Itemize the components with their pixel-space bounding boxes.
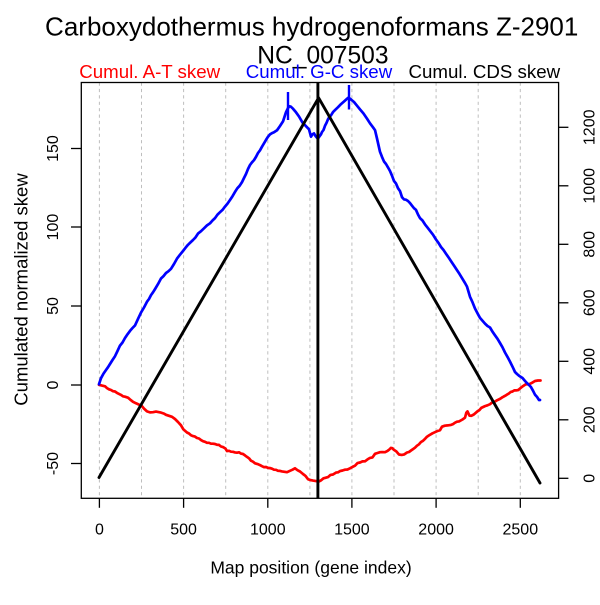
svg-text:Cumul. G-C skew: Cumul. G-C skew [246, 61, 393, 82]
svg-text:600: 600 [582, 289, 599, 316]
svg-text:150: 150 [45, 135, 62, 162]
svg-text:0: 0 [582, 474, 599, 483]
svg-text:Cumulated normalized skew: Cumulated normalized skew [11, 173, 32, 406]
svg-text:200: 200 [582, 406, 599, 433]
svg-text:Cumul. CDS skew: Cumul. CDS skew [408, 61, 560, 82]
svg-text:Map position (gene index): Map position (gene index) [210, 558, 411, 578]
svg-text:NC_007503: NC_007503 [257, 43, 388, 70]
svg-text:Cumul. A-T skew: Cumul. A-T skew [79, 61, 220, 82]
svg-text:1500: 1500 [334, 522, 370, 539]
svg-text:1200: 1200 [582, 109, 599, 145]
svg-text:500: 500 [170, 522, 197, 539]
svg-text:100: 100 [45, 214, 62, 241]
svg-text:Carboxydothermus hydrogenoform: Carboxydothermus hydrogenoformans Z-2901 [45, 12, 578, 42]
svg-text:-50: -50 [45, 452, 62, 475]
svg-text:400: 400 [582, 348, 599, 375]
svg-text:1000: 1000 [250, 522, 286, 539]
svg-text:2000: 2000 [418, 522, 454, 539]
svg-text:50: 50 [45, 297, 62, 315]
svg-text:0: 0 [95, 522, 104, 539]
svg-text:800: 800 [582, 231, 599, 258]
svg-text:0: 0 [45, 380, 62, 389]
svg-text:2500: 2500 [503, 522, 539, 539]
svg-text:1000: 1000 [582, 168, 599, 204]
